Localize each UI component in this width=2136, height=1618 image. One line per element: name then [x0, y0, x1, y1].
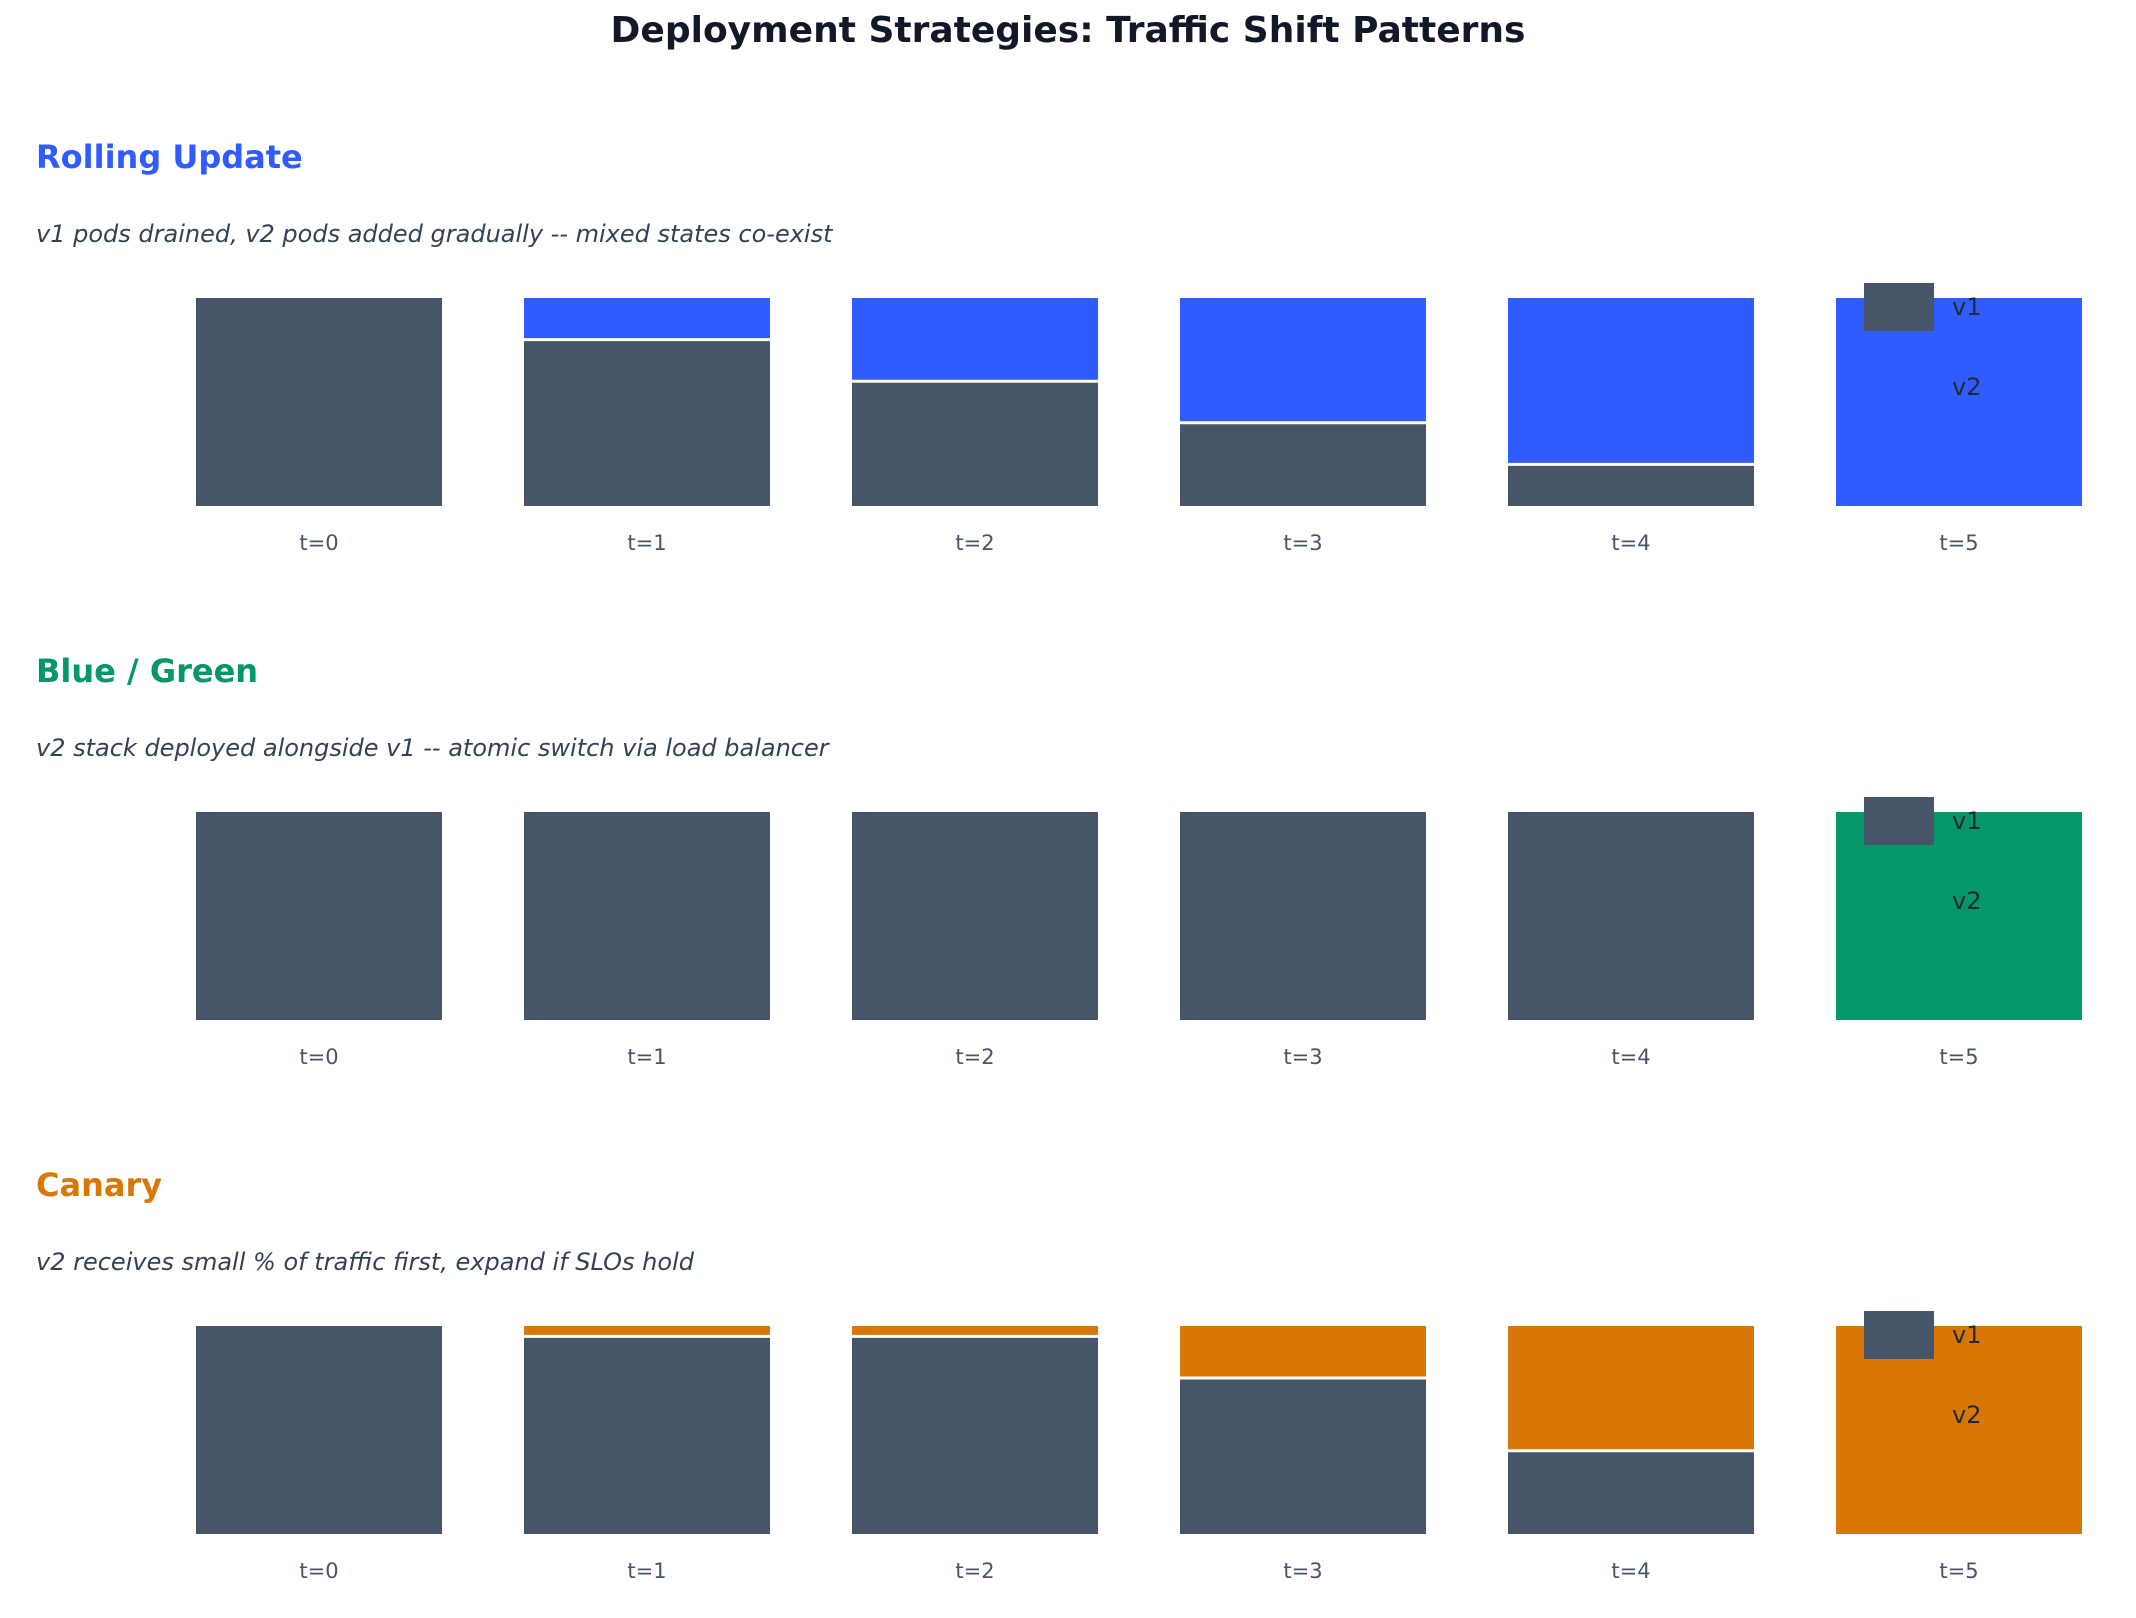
- x-tick-label: t=2: [955, 1045, 994, 1069]
- x-tick-label: t=5: [1939, 1045, 1978, 1069]
- bar-segment-v2-t=1: [524, 1326, 770, 1337]
- bar-segment-v2-t=1: [524, 298, 770, 340]
- legend-label-v1: v1: [1952, 1321, 1981, 1349]
- bar-segment-v2-t=5: [1836, 1326, 2082, 1534]
- bar-segment-v1-t=2: [852, 1336, 1098, 1534]
- bar-segment-v2-t=4: [1508, 298, 1754, 465]
- x-tick-label: t=5: [1939, 1559, 1978, 1583]
- x-tick-label: t=4: [1611, 531, 1650, 555]
- bar-segment-v1-t=3: [1180, 812, 1426, 1020]
- x-tick-label: t=1: [627, 531, 666, 555]
- legend-swatch-v1: [1864, 1311, 1934, 1359]
- panel-subtitle-blue-green: v2 stack deployed alongside v1 -- atomic…: [36, 734, 829, 762]
- bar-segment-v1-t=2: [852, 812, 1098, 1020]
- x-tick-label: t=3: [1283, 1559, 1322, 1583]
- figure-title: Deployment Strategies: Traffic Shift Pat…: [610, 10, 1526, 51]
- bar-segment-v1-t=0: [196, 298, 442, 506]
- legend-label-v2: v2: [1952, 373, 1981, 401]
- x-tick-label: t=4: [1611, 1559, 1650, 1583]
- chart-rolling-update: t=0 t=1 t=2 t=3 t=4 t=5 v1 v2: [196, 283, 2082, 555]
- x-tick-label: t=1: [627, 1045, 666, 1069]
- bar-segment-v2-t=2: [852, 1326, 1098, 1337]
- bar-segment-v2-t=2: [852, 298, 1098, 382]
- legend-swatch-v1: [1864, 797, 1934, 845]
- x-tick-label: t=3: [1283, 531, 1322, 555]
- bar-segment-v1-t=3: [1180, 422, 1426, 506]
- panel-subtitle-canary: v2 receives small % of traffic first, ex…: [36, 1248, 694, 1276]
- panel-title-canary: Canary: [36, 1166, 163, 1204]
- legend-swatch-v1: [1864, 283, 1934, 331]
- bar-segment-v1-t=0: [196, 812, 442, 1020]
- x-tick-label: t=0: [299, 531, 338, 555]
- x-tick-label: t=2: [955, 1559, 994, 1583]
- bar-segment-v1-t=2: [852, 381, 1098, 506]
- chart-blue-green: t=0 t=1 t=2 t=3 t=4 t=5 v1 v2: [196, 797, 2082, 1069]
- x-tick-label: t=5: [1939, 531, 1978, 555]
- bar-segment-v1-t=4: [1508, 1450, 1754, 1534]
- x-tick-label: t=4: [1611, 1045, 1650, 1069]
- bar-segment-v2-t=5: [1836, 812, 2082, 1020]
- bar-segment-v1-t=1: [524, 339, 770, 506]
- bar-segment-v2-t=5: [1836, 298, 2082, 506]
- bar-segment-v1-t=4: [1508, 812, 1754, 1020]
- x-tick-label: t=3: [1283, 1045, 1322, 1069]
- x-tick-label: t=2: [955, 531, 994, 555]
- legend-label-v2: v2: [1952, 887, 1981, 915]
- legend-label-v1: v1: [1952, 807, 1981, 835]
- legend-label-v1: v1: [1952, 293, 1981, 321]
- panel-subtitle-rolling-update: v1 pods drained, v2 pods added gradually…: [36, 220, 833, 248]
- bar-segment-v1-t=4: [1508, 464, 1754, 506]
- x-tick-label: t=0: [299, 1559, 338, 1583]
- panel-title-rolling-update: Rolling Update: [36, 138, 303, 176]
- bar-segment-v2-t=4: [1508, 1326, 1754, 1451]
- bar-segment-v2-t=3: [1180, 298, 1426, 423]
- x-tick-label: t=1: [627, 1559, 666, 1583]
- bar-segment-v1-t=1: [524, 1336, 770, 1534]
- x-tick-label: t=0: [299, 1045, 338, 1069]
- chart-canary: t=0 t=1 t=2 t=3 t=4 t=5 v1 v2: [196, 1311, 2082, 1583]
- panel-title-blue-green: Blue / Green: [36, 652, 259, 690]
- bar-segment-v2-t=3: [1180, 1326, 1426, 1378]
- legend-label-v2: v2: [1952, 1401, 1981, 1429]
- bar-segment-v1-t=3: [1180, 1378, 1426, 1534]
- bar-segment-v1-t=0: [196, 1326, 442, 1534]
- bar-segment-v1-t=1: [524, 812, 770, 1020]
